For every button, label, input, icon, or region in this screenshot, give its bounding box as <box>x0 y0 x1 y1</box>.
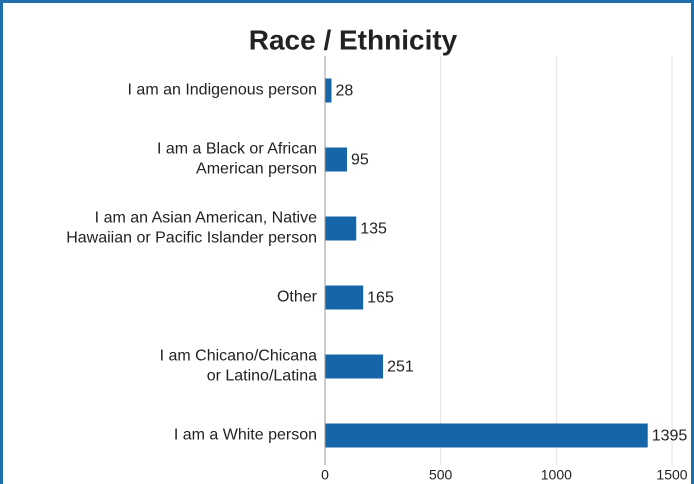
bar <box>325 354 384 379</box>
x-tick-label: 1000 <box>541 467 572 483</box>
y-tick-label: I am an Indigenous person <box>128 82 317 99</box>
bar <box>325 423 648 448</box>
value-label: 1395 <box>652 428 688 445</box>
y-tick-label: I am an Asian American, Native Hawaiian o… <box>66 210 317 247</box>
value-label: 165 <box>367 290 394 307</box>
bar <box>325 78 332 103</box>
y-tick-label: I am Chicano/Chicana or Latino/Latina <box>160 348 318 385</box>
value-label: 135 <box>360 221 387 238</box>
bar <box>325 285 364 310</box>
value-label: 251 <box>387 359 414 376</box>
bar <box>325 147 347 172</box>
value-label: 28 <box>335 83 353 100</box>
bar <box>325 216 357 241</box>
chart-title: Race / Ethnicity <box>249 24 458 55</box>
x-tick-label: 1500 <box>656 467 687 483</box>
y-tick-label: Other <box>277 289 318 306</box>
x-tick-label: 500 <box>429 467 453 483</box>
x-tick-label: 0 <box>321 467 329 483</box>
value-label: 95 <box>351 152 369 169</box>
y-tick-label: I am a Black or African American person <box>157 141 317 178</box>
y-tick-label: I am a White person <box>174 427 317 444</box>
